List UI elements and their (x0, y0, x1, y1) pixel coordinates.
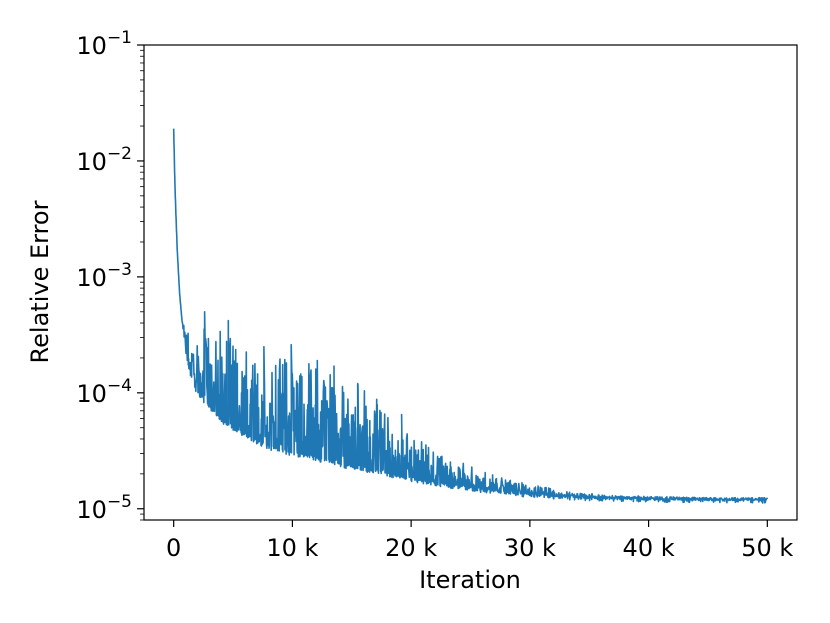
x-tick-label: 50 k (741, 534, 793, 562)
x-tick-label: 20 k (385, 534, 437, 562)
x-axis: 0 10 k 20 k 30 k 40 k 50 k (166, 520, 793, 562)
x-tick-label: 10 k (266, 534, 318, 562)
y-tick-label: 10−2 (76, 144, 132, 176)
y-tick-label: 10−5 (76, 492, 132, 524)
x-tick-label: 0 (166, 534, 181, 562)
x-axis-label: Iteration (419, 566, 521, 594)
y-axis-label: Relative Error (26, 200, 54, 363)
x-tick-label: 40 k (623, 534, 675, 562)
y-axis: 10−5 10−4 10−3 10−2 10−1 (76, 28, 144, 524)
y-tick-label: 10−4 (76, 376, 132, 408)
x-tick-label: 30 k (504, 534, 556, 562)
series-line (172, 128, 769, 504)
plot-area (172, 128, 769, 504)
y-tick-label: 10−3 (76, 260, 132, 292)
y-tick-label: 10−1 (76, 28, 132, 60)
